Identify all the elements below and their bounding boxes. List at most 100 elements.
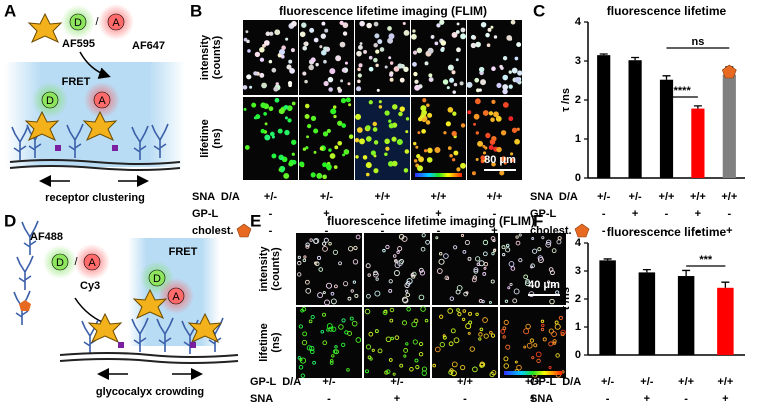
cell — [423, 149, 428, 153]
cell — [310, 315, 315, 320]
condition-label: cholest. — [192, 225, 234, 237]
cell — [504, 299, 509, 303]
cell — [333, 284, 338, 289]
cell — [327, 76, 334, 83]
cell — [307, 124, 312, 129]
condition-value: +/- — [322, 376, 335, 388]
acceptor: A — [112, 17, 120, 29]
fret-label: FRET — [62, 76, 91, 88]
cell — [502, 102, 509, 108]
cell — [500, 66, 504, 70]
cell — [449, 368, 454, 373]
cell — [354, 138, 360, 143]
cell — [502, 252, 506, 257]
cell — [412, 50, 418, 55]
color-bar — [504, 371, 562, 375]
cell — [399, 363, 404, 368]
micrograph — [296, 307, 362, 378]
cell — [305, 279, 310, 285]
cell — [323, 46, 328, 51]
cell — [508, 70, 512, 74]
cell — [463, 291, 468, 297]
condition-value: - — [269, 225, 273, 237]
cell — [460, 162, 466, 169]
cell — [378, 105, 383, 109]
chart-title: fluorescence lifetime — [607, 225, 727, 239]
row-label: (counts) — [270, 247, 282, 291]
cell — [434, 346, 441, 353]
cell — [308, 64, 314, 71]
cell — [514, 56, 519, 61]
cell — [552, 339, 557, 344]
cell — [379, 47, 385, 52]
cell — [425, 239, 431, 245]
cell — [318, 267, 324, 272]
cell — [301, 22, 307, 28]
cell — [453, 245, 458, 250]
condition-value: +/- — [597, 191, 610, 203]
y-axis-label: τ /ns — [560, 88, 572, 112]
cell — [421, 370, 427, 376]
cell — [389, 307, 395, 313]
cell — [356, 50, 362, 57]
cell — [443, 131, 447, 135]
cell — [370, 150, 376, 156]
cell — [328, 241, 332, 246]
cell — [288, 59, 293, 64]
cell — [365, 125, 371, 131]
cell — [508, 84, 513, 89]
cell — [480, 21, 487, 28]
cell — [283, 105, 289, 110]
bar — [659, 79, 674, 178]
row-label: intensity — [258, 246, 270, 292]
cell — [545, 241, 552, 248]
cell — [405, 342, 409, 346]
panel-label: A — [4, 1, 16, 20]
cell — [332, 349, 338, 354]
cell — [418, 294, 425, 301]
cell — [512, 298, 518, 304]
cell — [359, 42, 363, 46]
cell — [514, 76, 521, 83]
cell — [419, 270, 426, 276]
cell — [374, 33, 380, 39]
cell — [313, 150, 317, 154]
cell — [333, 114, 337, 119]
cell — [260, 102, 267, 109]
cell — [332, 249, 338, 255]
cell — [540, 327, 545, 332]
cell — [394, 335, 400, 340]
cell — [533, 343, 538, 348]
cell — [300, 308, 304, 313]
cell — [488, 300, 492, 304]
cell — [448, 341, 454, 347]
cell — [365, 172, 370, 177]
cell — [405, 117, 410, 121]
cell — [514, 360, 518, 364]
cell — [418, 341, 424, 347]
cell — [271, 153, 277, 159]
bar — [677, 276, 695, 355]
cell — [359, 138, 365, 145]
cell — [309, 238, 313, 242]
cell — [340, 79, 344, 83]
condition-value: - — [665, 225, 669, 237]
cell — [480, 79, 487, 86]
row-label: (ns) — [211, 128, 223, 149]
cell — [314, 261, 320, 267]
cell — [355, 234, 361, 240]
cell — [409, 367, 414, 372]
condition-value: +/- — [320, 191, 333, 203]
cell — [300, 373, 306, 378]
cell — [263, 111, 267, 116]
cholesterol-icon — [721, 64, 737, 79]
y-tick-label: 2 — [575, 293, 581, 305]
condition-label: GP-L — [530, 208, 557, 220]
cell — [322, 340, 328, 346]
cell — [490, 333, 496, 338]
error-bar — [642, 268, 651, 273]
cell — [287, 81, 293, 86]
cell — [334, 345, 338, 349]
cell — [450, 328, 456, 334]
cell — [460, 27, 466, 33]
